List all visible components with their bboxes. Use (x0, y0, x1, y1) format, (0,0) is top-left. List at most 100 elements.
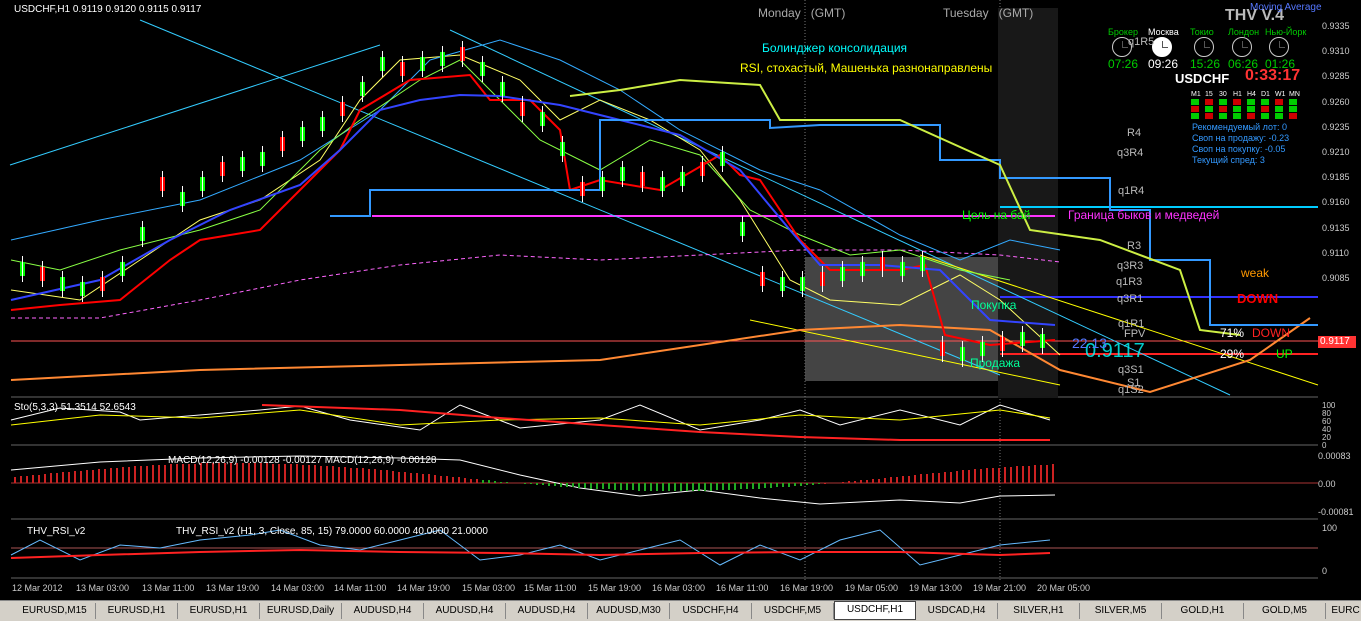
price-ma-line (10, 73, 1056, 347)
kijun-line (10, 93, 1056, 326)
macd-bar (734, 483, 736, 490)
macd-bar (716, 483, 718, 490)
rsi-tick: 0 (1322, 566, 1328, 576)
price-tick: 0.9135 (1322, 222, 1350, 233)
macd-bar (620, 483, 622, 490)
macd-bar (596, 483, 598, 489)
chart-tab[interactable]: EURUSD,Daily (260, 603, 342, 619)
macd-bar (1016, 466, 1018, 483)
macd-bar (956, 471, 958, 483)
rsi-line (10, 529, 1051, 566)
annotation-weak: weak (1241, 266, 1270, 280)
macd-bar (692, 483, 694, 491)
rsi-signal-line (10, 548, 1051, 559)
macd-bar (698, 483, 700, 491)
macd-bar (686, 483, 688, 491)
annotation-down: DOWN (1237, 291, 1279, 306)
macd-tick: 0.00083 (1318, 451, 1351, 461)
chart-tab[interactable]: USDCHF,H1 (834, 601, 916, 620)
macd-bar (854, 481, 856, 483)
timeframe-cell (1289, 106, 1297, 112)
bollinger-up-line (10, 39, 1061, 261)
macd-bar (650, 483, 652, 491)
macd-bar (320, 466, 322, 483)
macd-bar (32, 475, 34, 483)
macd-bar (680, 483, 682, 491)
chart-tab[interactable]: USDCHF,M5 (752, 603, 834, 619)
macd-bar (362, 468, 364, 483)
macd-bar (194, 464, 196, 483)
macd-bar (392, 471, 394, 483)
chart-tab[interactable]: AUDUSD,H4 (342, 603, 424, 619)
chart-tab[interactable]: USDCAD,H4 (916, 603, 998, 619)
timeframe-cell (1275, 99, 1283, 105)
pivot-level: q1R1 (1118, 318, 1145, 330)
timeframe-cell (1233, 106, 1241, 112)
macd-bar (872, 479, 874, 483)
chart-tab[interactable]: AUDUSD,M30 (588, 603, 670, 619)
macd-bar (572, 483, 574, 487)
macd-bar (500, 482, 502, 483)
macd-bar (962, 470, 964, 483)
time-tick: 13 Mar 19:00 (206, 583, 260, 593)
timeframe-cell (1205, 99, 1213, 105)
macd-bar (560, 483, 562, 487)
macd-bar (794, 483, 796, 486)
stoch-tick: 100 (1322, 401, 1336, 410)
macd-bar (374, 469, 376, 483)
chart-tab[interactable]: USDCHF,H4 (670, 603, 752, 619)
macd-bar (20, 476, 22, 483)
timeframe-cell (1205, 106, 1213, 112)
macd-bar (422, 474, 424, 483)
timeframe-cell (1247, 106, 1255, 112)
pivot-level: q3S1 (1118, 364, 1144, 376)
macd-bar (146, 466, 148, 483)
macd-bar (380, 470, 382, 483)
macd-bar (98, 469, 100, 483)
chart-tab[interactable]: SILVER,H1 (998, 603, 1080, 619)
pivot-level: q1S2 (1118, 384, 1144, 396)
market-city: Брокер (1108, 27, 1138, 37)
macd-bar (632, 483, 634, 490)
macd-bar (398, 472, 400, 483)
chart-tab[interactable]: AUDUSD,H4 (506, 603, 588, 619)
ma-line (11, 249, 1061, 319)
macd-bar (224, 463, 226, 483)
macd-bar (116, 468, 118, 483)
stoch-line-d (10, 409, 1051, 426)
price-tick: 0.9285 (1322, 71, 1350, 82)
chart-tab[interactable]: EURC (1326, 603, 1361, 619)
chart-tab[interactable]: GOLD,H1 (1162, 603, 1244, 619)
macd-bar (926, 474, 928, 483)
macd-bar (86, 470, 88, 483)
macd-bar (230, 463, 232, 483)
chart-tab[interactable]: SILVER,M5 (1080, 603, 1162, 619)
macd-bar (944, 472, 946, 483)
price-chart[interactable] (0, 0, 1361, 600)
time-tick: 15 Mar 19:00 (588, 583, 642, 593)
macd-tick: -0.00081 (1318, 507, 1354, 517)
annotation-pct-up: 29% (1220, 347, 1245, 361)
macd-bar (902, 476, 904, 483)
chart-tab[interactable]: EURUSD,H1 (96, 603, 178, 619)
macd-bar (542, 483, 544, 485)
macd-bar (488, 480, 490, 483)
chart-tab[interactable]: EURUSD,H1 (178, 603, 260, 619)
stoch-line-k (10, 404, 1051, 431)
time-tick: 15 Mar 03:00 (462, 583, 516, 593)
current-price-label: 0.9117 (1320, 336, 1350, 347)
stoch-tick: 80 (1322, 409, 1331, 418)
timeframe-label: H4 (1247, 91, 1256, 98)
chart-tab[interactable]: GOLD,M5 (1244, 603, 1326, 619)
macd-bar (356, 468, 358, 483)
macd-bar (986, 468, 988, 483)
macd-bar (554, 483, 556, 486)
macd-bar (752, 483, 754, 489)
chart-tab[interactable]: AUDUSD,H4 (424, 603, 506, 619)
chart-tab[interactable]: EURUSD,M15 (14, 603, 96, 619)
note-bollinger: Болинджер консолидация (762, 41, 908, 55)
price-tick: 0.9235 (1322, 121, 1350, 132)
bollinger-mid-line (10, 54, 1061, 356)
macd-bar (1022, 466, 1024, 483)
annotation-bull-bear: Граница быков и медведей (1068, 208, 1220, 222)
